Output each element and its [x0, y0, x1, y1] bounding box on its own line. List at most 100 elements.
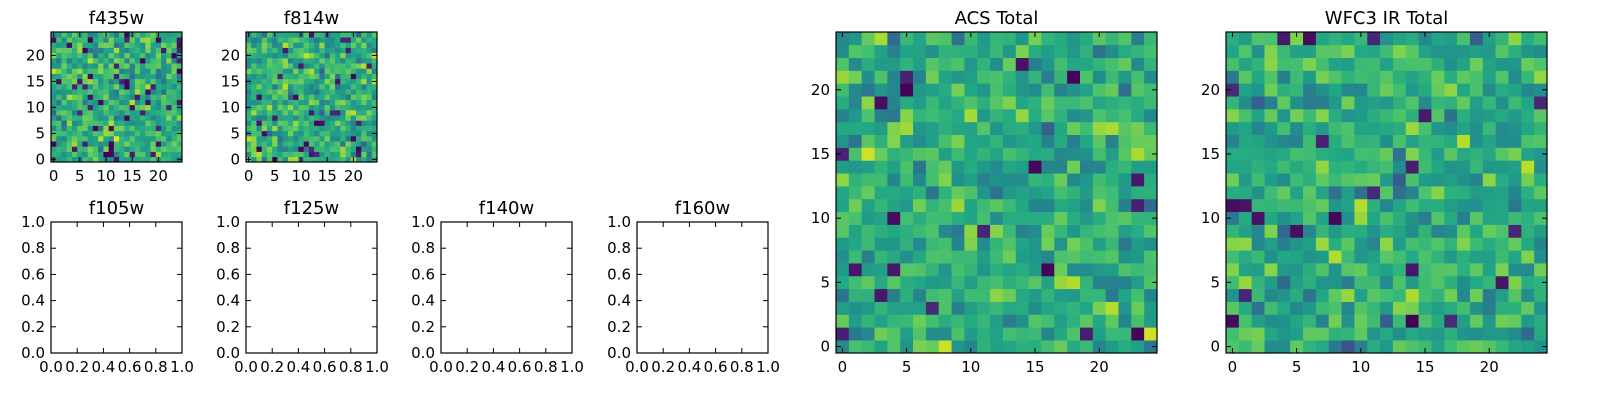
heatmap-cell	[1392, 237, 1407, 251]
heatmap-cell	[119, 141, 125, 147]
heatmap-cell	[1131, 211, 1145, 225]
heatmap-cell	[1092, 147, 1106, 161]
heatmap-cell	[964, 160, 978, 174]
heatmap-cell	[1277, 44, 1291, 58]
heatmap-cell	[56, 52, 62, 59]
heatmap-cell	[145, 104, 151, 111]
heatmap-cell	[124, 47, 130, 54]
heatmap-cell	[340, 115, 346, 121]
heatmap-cell	[261, 120, 268, 126]
heatmap-cell	[1144, 121, 1158, 136]
heatmap-cell	[1277, 70, 1291, 84]
heatmap-cell	[77, 68, 83, 74]
heatmap-cell	[1238, 211, 1252, 225]
heatmap-cell	[848, 109, 862, 123]
heatmap-cell	[1521, 224, 1535, 238]
heatmap-cell	[990, 83, 1004, 97]
heatmap-cell	[925, 173, 940, 187]
panel-title-wfc3_ir_total: WFC3 IR Total	[1325, 8, 1448, 29]
heatmap-cell	[1392, 250, 1407, 264]
heatmap-cell	[1002, 83, 1017, 97]
heatmap-cell	[119, 156, 125, 163]
heatmap-cell	[298, 68, 304, 74]
heatmap-cell	[1341, 211, 1355, 225]
heatmap-cell	[134, 110, 141, 116]
heatmap-cell	[1238, 340, 1252, 354]
heatmap-cell	[861, 211, 875, 225]
heatmap-cell	[98, 68, 104, 74]
heatmap-cell	[874, 186, 888, 200]
heatmap-cell	[134, 68, 141, 74]
heatmap-cell	[887, 44, 901, 58]
heatmap-cell	[251, 146, 257, 152]
heatmap-cell	[1118, 134, 1132, 148]
heatmap-cell	[256, 89, 263, 95]
heatmap-cell	[1341, 327, 1355, 341]
heatmap-cell	[1534, 173, 1548, 187]
heatmap-cell	[990, 224, 1004, 238]
heatmap-cell	[1092, 198, 1106, 213]
heatmap-cell	[256, 130, 263, 137]
heatmap-cell	[51, 58, 57, 64]
heatmap-cell	[1521, 263, 1535, 277]
heatmap-cell	[303, 47, 310, 54]
heatmap-cell	[87, 136, 94, 142]
heatmap-cell	[1534, 32, 1548, 46]
heatmap-cell	[345, 125, 352, 132]
heatmap-cell	[345, 156, 352, 163]
heatmap-cell	[166, 104, 172, 111]
heatmap-cell	[1144, 109, 1158, 123]
heatmap-cell	[261, 156, 268, 163]
heatmap-cell	[977, 32, 991, 46]
heatmap-cell	[1315, 224, 1330, 238]
heatmap-cell	[1226, 32, 1240, 46]
heatmap-cell	[166, 156, 172, 163]
heatmap-cell	[925, 147, 940, 161]
heatmap-cell	[1328, 147, 1342, 161]
heatmap-cell	[350, 120, 357, 126]
heatmap-cell	[1092, 83, 1106, 97]
heatmap-cell	[1277, 237, 1291, 251]
heatmap-cell	[1002, 288, 1017, 302]
heatmap-cell	[977, 44, 991, 58]
heatmap-cell	[166, 37, 172, 43]
heatmap-cell	[861, 173, 875, 187]
heatmap-cell	[113, 104, 120, 111]
heatmap-cell	[1028, 109, 1042, 123]
heatmap-cell	[71, 47, 78, 54]
heatmap-cell	[71, 141, 78, 147]
heatmap-cell	[272, 120, 278, 126]
heatmap-cell	[1226, 96, 1240, 110]
heatmap-cell	[1380, 83, 1394, 97]
heatmap-cell	[951, 32, 965, 46]
heatmap-cell	[1079, 263, 1094, 277]
heatmap-cell	[166, 42, 172, 48]
heatmap-cell	[124, 151, 130, 158]
heatmap-cell	[87, 115, 94, 121]
heatmap-cell	[87, 156, 94, 163]
heatmap-cell	[119, 110, 125, 116]
heatmap-cell	[1067, 263, 1081, 277]
heatmap-cell	[1354, 134, 1368, 148]
heatmap-cell	[171, 125, 178, 132]
heatmap-cell	[340, 84, 346, 90]
heatmap-cell	[66, 156, 73, 163]
heatmap-cell	[951, 327, 965, 341]
heatmap-cell	[246, 94, 252, 100]
heatmap-cell	[836, 109, 850, 123]
heatmap-cell	[1495, 173, 1509, 187]
heatmap-cell	[124, 104, 130, 111]
heatmap-cell	[1067, 186, 1081, 200]
heatmap-cell	[951, 314, 965, 328]
heatmap-cell	[1251, 147, 1265, 161]
heatmap-cell	[129, 110, 136, 116]
heatmap-cell	[1067, 57, 1081, 71]
y-tick-label: 0.8	[216, 239, 240, 257]
heatmap-cell	[1118, 32, 1132, 46]
heatmap-cell	[345, 99, 352, 106]
heatmap-cell	[1238, 70, 1252, 84]
heatmap-cell	[277, 104, 283, 111]
heatmap-cell	[1405, 83, 1419, 97]
heatmap-cell	[171, 141, 178, 147]
heatmap-cell	[303, 63, 310, 69]
